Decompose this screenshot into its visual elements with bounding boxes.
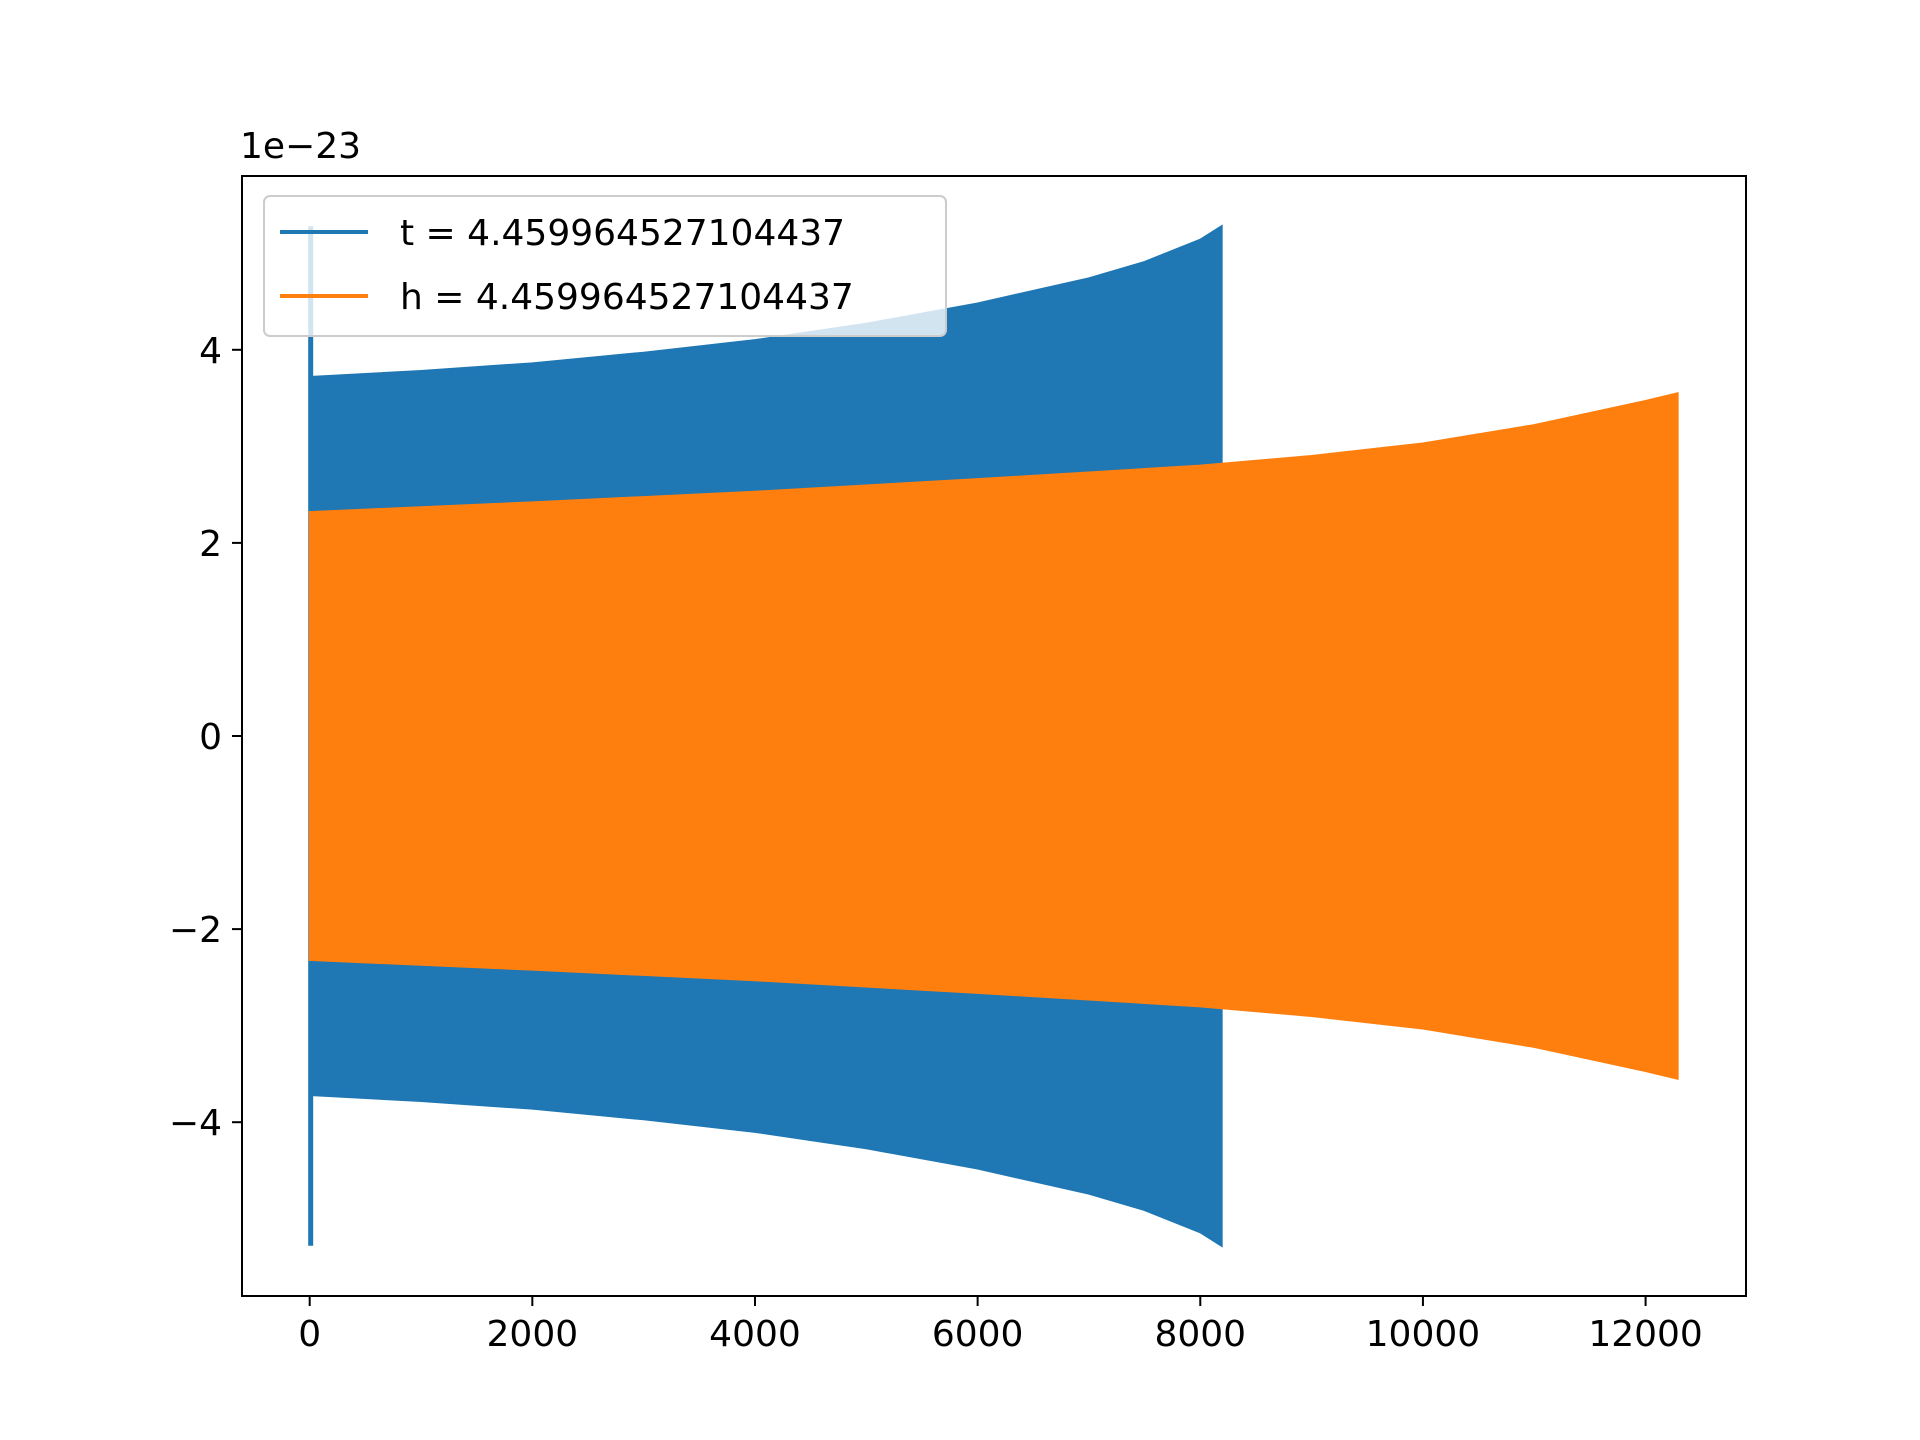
y-tick-label: −4 (169, 1103, 222, 1144)
x-tick-label: 0 (298, 1314, 321, 1355)
x-tick-label: 12000 (1588, 1314, 1703, 1355)
x-tick-label: 2000 (487, 1314, 579, 1355)
legend-box (263, 195, 947, 337)
x-tick-label: 6000 (932, 1314, 1024, 1355)
series-group (308, 224, 1679, 1248)
y-offset-label: 1e−23 (240, 126, 361, 167)
legend-label-t: t = 4.459964527104437 (400, 213, 845, 254)
plot-area (308, 224, 1679, 1248)
y-tick-label: 0 (199, 717, 222, 758)
x-tick-label: 10000 (1366, 1314, 1481, 1355)
legend: t = 4.459964527104437 h = 4.4599645271044… (263, 195, 947, 337)
y-tick-label: 2 (199, 524, 222, 565)
x-tick-label: 8000 (1154, 1314, 1246, 1355)
x-tick-label: 4000 (709, 1314, 801, 1355)
series-h-band (308, 391, 1679, 1081)
axes: 0 2000 4000 6000 8000 10000 12000 −4 −2 0 2 4 (169, 175, 1747, 1355)
legend-label-h: h = 4.459964527104437 (400, 277, 854, 318)
y-tick-label: 4 (199, 331, 222, 372)
y-tick-label: −2 (169, 910, 222, 951)
